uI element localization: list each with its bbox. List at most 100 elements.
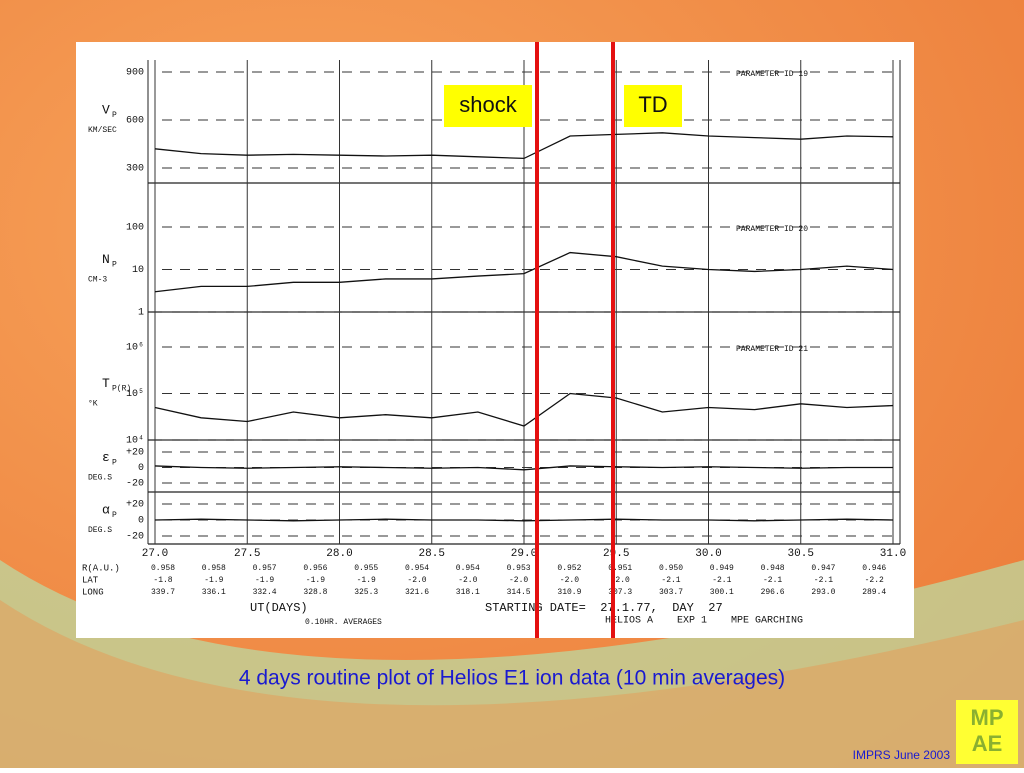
figure <box>76 42 914 638</box>
figure-footer-text: STARTING DATE= 27.1.77, DAY 27 <box>485 601 723 615</box>
panel-label: N <box>102 252 110 267</box>
table-cell: -2.1 <box>763 576 782 585</box>
y-tick-label: +20 <box>126 448 144 459</box>
table-cell: -2.1 <box>661 576 680 585</box>
panel-label: α <box>102 502 110 517</box>
panel-unit: KM/SEC <box>88 126 117 135</box>
table-cell: -2.1 <box>712 576 731 585</box>
arc-shade <box>0 600 1024 768</box>
table-row-label: LONG <box>82 587 104 597</box>
table-cell: -1.9 <box>204 576 223 585</box>
x-tick-label: 28.0 <box>326 548 352 560</box>
x-tick-label: 27.5 <box>234 548 260 560</box>
parameter-label: PARAMETER ID 19 <box>736 70 808 79</box>
figure-footer-text: 0.10HR. AVERAGES <box>305 618 382 627</box>
table-cell: 0.955 <box>354 564 378 573</box>
x-tick-label: 29.0 <box>511 548 537 560</box>
table-cell: 339.7 <box>151 588 175 597</box>
panel-label: T <box>102 376 110 391</box>
table-cell: 310.9 <box>557 588 581 597</box>
panel-label: V <box>102 102 110 117</box>
y-tick-label: +20 <box>126 500 144 511</box>
panel-unit: DEG.S <box>88 474 112 483</box>
table-row-label: R(A.U.) <box>82 563 120 573</box>
table-cell: -1.9 <box>306 576 325 585</box>
y-tick-label: 0 <box>138 463 144 474</box>
table-cell: 0.954 <box>405 564 429 573</box>
td-label: TD <box>638 92 667 117</box>
x-tick-label: 27.0 <box>142 548 168 560</box>
table-cell: 0.953 <box>507 564 531 573</box>
panel-unit: CM-3 <box>88 276 107 285</box>
table-cell: 0.946 <box>862 564 886 573</box>
y-tick-label: 300 <box>126 164 144 175</box>
table-cell: 0.956 <box>303 564 327 573</box>
trace <box>154 251 894 293</box>
trace <box>154 465 893 471</box>
y-tick-label: 10 <box>132 265 144 276</box>
y-tick-label: 600 <box>126 116 144 127</box>
table-cell: 0.947 <box>811 564 835 573</box>
x-tick-label: 29.5 <box>603 548 629 560</box>
table-cell: 321.6 <box>405 588 429 597</box>
y-tick-label: 10⁴ <box>126 435 144 447</box>
panel-unit: DEG.S <box>88 526 112 535</box>
y-tick-label: 0 <box>138 516 144 527</box>
parameter-label: PARAMETER ID 21 <box>736 345 808 354</box>
table-cell: 0.957 <box>253 564 277 573</box>
y-tick-label: 100 <box>126 223 144 234</box>
panel-unit: °K <box>88 400 98 409</box>
table-cell: 328.8 <box>303 588 327 597</box>
table-cell: 307.3 <box>608 588 632 597</box>
table-cell: -2.0 <box>560 576 579 585</box>
table-cell: 332.4 <box>253 588 277 597</box>
table-cell: 0.958 <box>151 564 175 573</box>
trace <box>154 518 894 522</box>
panel-label: ε <box>102 450 110 465</box>
y-tick-label: 10⁶ <box>126 343 144 354</box>
table-row-label: LAT <box>82 575 99 585</box>
panel-label-sub: P <box>112 261 117 270</box>
table-cell: 303.7 <box>659 588 683 597</box>
table-cell: -2.0 <box>611 576 630 585</box>
table-cell: 296.6 <box>761 588 785 597</box>
table-cell: 0.949 <box>710 564 734 573</box>
shock-label: shock <box>459 92 517 117</box>
y-tick-label: 900 <box>126 68 144 79</box>
footer: IMPRS June 2003 <box>853 748 951 762</box>
panel-label-sub: P(R) <box>112 385 131 394</box>
table-cell: -2.2 <box>865 576 884 585</box>
caption: 4 days routine plot of Helios E1 ion dat… <box>239 667 785 690</box>
x-tick-label: 28.5 <box>419 548 445 560</box>
x-tick-label: 30.0 <box>695 548 721 560</box>
y-tick-label: -20 <box>126 479 144 490</box>
table-cell: -2.0 <box>509 576 528 585</box>
table-cell: 314.5 <box>507 588 531 597</box>
table-cell: 0.950 <box>659 564 683 573</box>
table-cell: -2.0 <box>407 576 426 585</box>
parameter-label: PARAMETER ID 20 <box>736 225 808 234</box>
x-tick-label: 31.0 <box>880 548 906 560</box>
y-tick-label: -20 <box>126 532 144 543</box>
panel-label-sub: P <box>112 111 117 120</box>
table-cell: 0.952 <box>557 564 581 573</box>
td-box <box>624 85 682 127</box>
figure-footer-text: UT(DAYS) <box>250 601 308 615</box>
y-tick-label: 10⁵ <box>126 389 144 400</box>
table-cell: 318.1 <box>456 588 480 597</box>
table-cell: -2.0 <box>458 576 477 585</box>
table-cell: -2.1 <box>814 576 833 585</box>
table-cell: 325.3 <box>354 588 378 597</box>
table-cell: 289.4 <box>862 588 886 597</box>
table-cell: 293.0 <box>811 588 835 597</box>
figure-footer-text: HELIOS A EXP 1 MPE GARCHING <box>605 616 803 627</box>
logo-text: AE <box>972 731 1003 756</box>
table-cell: 0.951 <box>608 564 632 573</box>
table-cell: 0.954 <box>456 564 480 573</box>
table-cell: -1.9 <box>255 576 274 585</box>
panel-label-sub: P <box>112 459 117 468</box>
logo-text: MP <box>971 705 1004 730</box>
table-cell: -1.8 <box>153 576 172 585</box>
